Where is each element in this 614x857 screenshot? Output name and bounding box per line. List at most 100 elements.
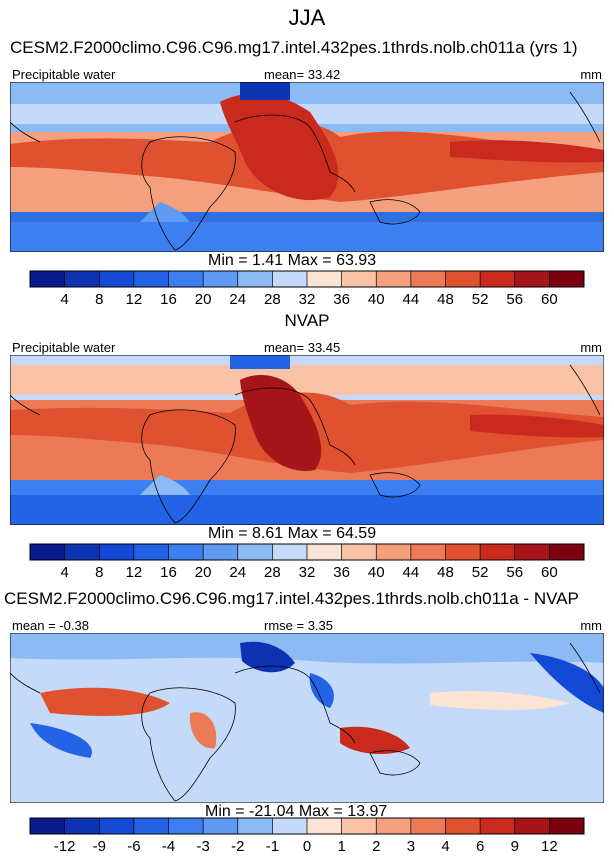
colorbar-tick-label: 32 xyxy=(299,564,316,581)
colorbar-swatch xyxy=(237,271,273,287)
africa-coastline xyxy=(141,409,236,524)
panel2-title: NVAP xyxy=(284,311,330,330)
map-pacific-core xyxy=(470,414,604,438)
colorbar-tick-label: 12 xyxy=(126,291,143,308)
colorbar-swatch xyxy=(203,544,239,560)
colorbar-tick-label: 32 xyxy=(299,291,316,308)
colorbar-swatch xyxy=(514,271,550,287)
colorbar-tick-label: 2 xyxy=(372,838,380,855)
colorbar-swatch xyxy=(410,818,446,834)
colorbar-tick-label: 52 xyxy=(472,564,489,581)
colorbar-tick-label: 3 xyxy=(407,838,415,855)
colorbar-tick-label: -2 xyxy=(231,838,244,855)
africa-coastline xyxy=(141,687,236,802)
panel3-colorbar: -12 -9 -6 -4 -3 -2 -1 0 1 2 3 4 6 9 12 xyxy=(29,817,585,855)
map-india-negative xyxy=(240,641,295,673)
panel1-units: mm xyxy=(580,67,602,82)
panel2-colorbar: 4 8 12 16 20 24 28 32 36 40 44 48 52 56 60 xyxy=(29,543,585,581)
colorbar-tick-label: 24 xyxy=(229,291,246,308)
colorbar-tick-label: 4 xyxy=(441,838,449,855)
colorbar-tick-label: -4 xyxy=(162,838,175,855)
map-maritime-positive xyxy=(340,726,410,755)
colorbar-swatch xyxy=(133,544,169,560)
colorbar-tick-label: 60 xyxy=(541,291,558,308)
colorbar-swatch xyxy=(168,818,204,834)
colorbar-tick-label: 0 xyxy=(303,838,311,855)
map-americas-negative xyxy=(530,653,604,713)
colorbar-swatch xyxy=(307,818,342,834)
map-pacific-positive xyxy=(430,691,570,710)
map-north-negative xyxy=(10,633,604,664)
colorbar-swatch xyxy=(549,544,585,560)
colorbar-tick-label: 48 xyxy=(437,291,454,308)
colorbar-tick-label: 28 xyxy=(264,291,281,308)
panel3-rmse-label: rmse = 3.35 xyxy=(264,618,334,633)
colorbar-tick-label: 9 xyxy=(511,838,519,855)
panel1-colorbar: 4 8 12 16 20 24 28 32 36 40 44 48 52 56 60 xyxy=(29,270,585,308)
asia-coastline xyxy=(234,665,356,744)
panel2-minmax: Min = 8.61 Max = 64.59 xyxy=(208,525,377,542)
colorbar-tick-label: -9 xyxy=(93,838,106,855)
colorbar-tick-label: 28 xyxy=(264,564,281,581)
colorbar-tick-label: 12 xyxy=(541,838,558,855)
colorbar-swatch xyxy=(445,271,481,287)
australia-coastline xyxy=(369,472,421,498)
africa-coastline xyxy=(141,136,236,251)
colorbar-swatch xyxy=(168,544,204,560)
colorbar-border xyxy=(29,543,585,561)
panel1-mean-label: mean= 33.42 xyxy=(264,67,341,82)
colorbar-border xyxy=(29,270,585,288)
panel3-minmax: Min = -21.04 Max = 13.97 xyxy=(205,803,388,820)
colorbar-swatch xyxy=(272,271,308,287)
colorbar-tick-label: -3 xyxy=(196,838,209,855)
americas-coastline xyxy=(569,91,601,143)
map-tibet-dry xyxy=(240,82,290,100)
colorbar-tick-label: 52 xyxy=(472,291,489,308)
map-monsoon-core xyxy=(240,375,322,471)
colorbar-swatch xyxy=(133,271,169,287)
map-south-band xyxy=(10,222,604,252)
colorbar-swatch xyxy=(203,271,239,287)
colorbar-swatch xyxy=(341,271,377,287)
panel3-mean-label: mean = -0.38 xyxy=(12,618,89,633)
colorbar-tick-label: 40 xyxy=(368,291,385,308)
colorbar-tick-label: 20 xyxy=(195,564,212,581)
map-coastlines xyxy=(10,364,601,524)
colorbar-swatch xyxy=(64,544,100,560)
map-tibet-dry xyxy=(230,355,290,369)
map-bay-negative xyxy=(309,673,334,708)
map-south-band xyxy=(10,495,604,525)
colorbar-swatch xyxy=(30,818,65,834)
asia-coastline xyxy=(234,114,356,193)
colorbar-tick-label: 16 xyxy=(160,564,177,581)
colorbar-swatch xyxy=(99,544,135,560)
colorbar-swatch xyxy=(445,544,481,560)
colorbar-swatch xyxy=(480,271,516,287)
colorbar-tick-label: 6 xyxy=(476,838,484,855)
panel1-title: CESM2.F2000climo.C96.C96.mg17.intel.432p… xyxy=(10,38,578,57)
map-atlantic-positive xyxy=(40,687,170,716)
americas-coastline xyxy=(569,642,601,694)
colorbar-tick-label: 56 xyxy=(506,564,523,581)
colorbar-tick-label: 8 xyxy=(95,291,103,308)
colorbar-swatch xyxy=(549,271,585,287)
panel3-map xyxy=(10,633,604,803)
colorbar-swatch xyxy=(307,271,342,287)
map-coastlines xyxy=(10,91,601,251)
panel1-minmax: Min = 1.41 Max = 63.93 xyxy=(208,252,377,269)
colorbar-tick-label: 24 xyxy=(229,564,246,581)
panel1-map xyxy=(10,82,604,252)
colorbar-swatch xyxy=(341,544,377,560)
colorbar-swatch xyxy=(237,544,273,560)
colorbar-swatch xyxy=(133,818,169,834)
colorbar-swatch xyxy=(99,271,135,287)
colorbar-swatch xyxy=(237,818,273,834)
colorbar-tick-label: 12 xyxy=(126,564,143,581)
colorbar-swatch xyxy=(30,271,65,287)
colorbar-border xyxy=(29,817,585,835)
americas-west-coastline xyxy=(10,672,41,694)
colorbar-tick-label: 1 xyxy=(337,838,345,855)
panel2-map xyxy=(10,355,604,525)
colorbar-tick-label: 8 xyxy=(95,564,103,581)
panel3-title: CESM2.F2000climo.C96.C96.mg17.intel.432p… xyxy=(4,589,579,608)
